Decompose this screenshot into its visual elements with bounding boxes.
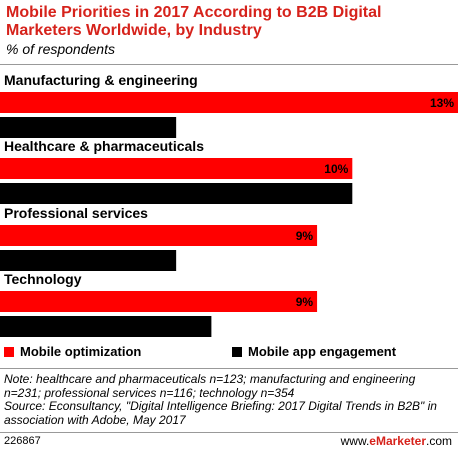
chart-subtitle: % of respondents	[6, 41, 115, 57]
legend-item-mobile-app-engagement: Mobile app engagement	[232, 344, 396, 359]
note-text: Note: healthcare and pharmaceuticals n=1…	[4, 372, 416, 400]
value-label-mobile-optimization-professional-services: 9%	[296, 229, 314, 243]
bar-mobile-optimization-technology	[0, 291, 318, 312]
chart-id: 226867	[4, 435, 41, 447]
value-label-mobile-app-engagement-technology: 6%	[190, 320, 208, 334]
category-label-manufacturing-and-engineering: Manufacturing & engineering	[4, 72, 198, 88]
legend-swatch-mobile-optimization	[4, 347, 14, 357]
chart-title: Mobile Priorities in 2017 According to B…	[6, 4, 382, 39]
bar-mobile-optimization-healthcare-and-pharmaceuticals	[0, 158, 353, 179]
legend-swatch-mobile-app-engagement	[232, 347, 242, 357]
category-label-healthcare-and-pharmaceuticals: Healthcare & pharmaceuticals	[4, 138, 204, 154]
value-label-mobile-optimization-technology: 9%	[296, 295, 314, 309]
site-link[interactable]: www.eMarketer.com	[341, 434, 452, 448]
site-suffix: .com	[425, 434, 452, 448]
bar-mobile-app-engagement-technology	[0, 316, 212, 337]
bar-mobile-optimization-professional-services	[0, 225, 318, 246]
value-label-mobile-optimization-healthcare-and-pharmaceuticals: 10%	[324, 162, 348, 176]
legend-item-mobile-optimization: Mobile optimization	[4, 344, 141, 359]
bar-mobile-app-engagement-healthcare-and-pharmaceuticals	[0, 183, 353, 204]
bar-mobile-app-engagement-professional-services	[0, 250, 177, 271]
notes-block: Note: healthcare and pharmaceuticals n=1…	[4, 372, 454, 427]
value-label-mobile-app-engagement-manufacturing-and-engineering: 5%	[155, 121, 173, 135]
legend-label-mobile-optimization: Mobile optimization	[20, 344, 142, 359]
value-label-mobile-app-engagement-healthcare-and-pharmaceuticals: 10%	[324, 187, 348, 201]
value-label-mobile-optimization-manufacturing-and-engineering: 13%	[430, 96, 454, 110]
site-prefix: www.	[340, 434, 370, 448]
bar-chart: Manufacturing & engineering 13% 5% Healthca…	[0, 72, 458, 337]
bar-mobile-optimization-manufacturing-and-engineering	[0, 92, 458, 113]
brand-name: eMarketer	[369, 434, 426, 448]
legend-divider	[0, 368, 458, 369]
bar-mobile-app-engagement-manufacturing-and-engineering	[0, 117, 177, 138]
footer-divider	[0, 432, 458, 433]
category-label-technology: Technology	[4, 271, 82, 287]
legend-label-mobile-app-engagement: Mobile app engagement	[248, 344, 397, 359]
category-label-professional-services: Professional services	[4, 205, 148, 221]
source-text: Source: Econsultancy, "Digital Intellige…	[4, 399, 437, 427]
value-label-mobile-app-engagement-professional-services: 5%	[155, 254, 173, 268]
top-divider	[0, 64, 458, 65]
